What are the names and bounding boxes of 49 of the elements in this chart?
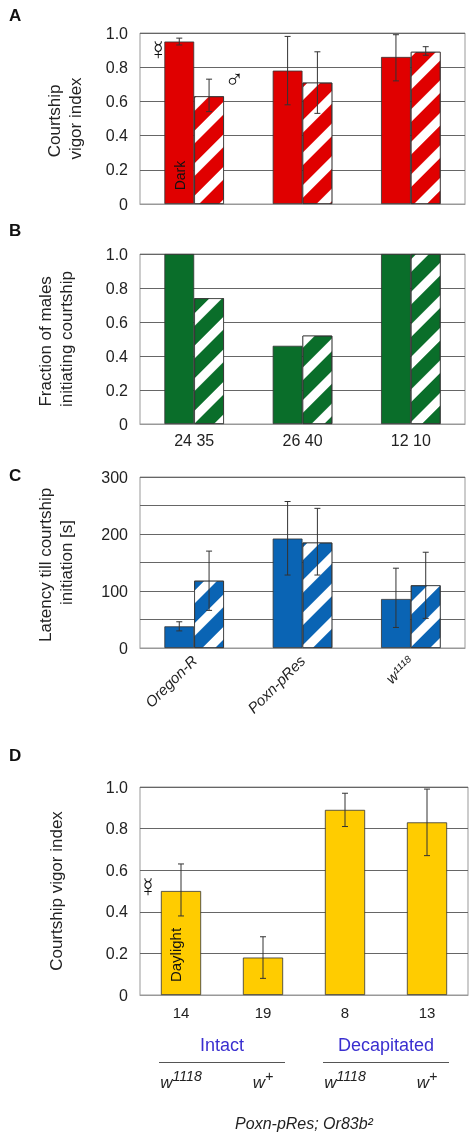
y-tick-label: 1.0: [105, 778, 129, 796]
chart-title: B: [9, 221, 22, 240]
chart-title: A: [9, 6, 22, 25]
y-tick-label: 0.4: [105, 903, 129, 921]
text: 12 10: [390, 431, 431, 449]
chart-title: D: [9, 746, 22, 765]
y-tick-label: 0.2: [105, 161, 129, 179]
annotation: ☿: [138, 871, 158, 902]
y-tick-label: 0.4: [105, 347, 129, 365]
y-tick-label: 100: [101, 582, 129, 600]
y-tick-label: 1.0: [105, 245, 129, 263]
annotation: Dark: [172, 159, 189, 191]
y-tick-label: 0.2: [105, 944, 129, 962]
x-tick-label: 14: [172, 1004, 190, 1021]
text: w$^{1118}$: [160, 1068, 202, 1092]
y-tick-label: 0: [119, 415, 129, 433]
annotation: ♂: [224, 64, 244, 95]
text: w$^{+}$: [416, 1068, 438, 1092]
text: 24 35: [174, 431, 215, 449]
y-tick-label: 0.8: [105, 58, 129, 76]
y-tick-label: 0.8: [105, 820, 129, 838]
y-tick-label: 0.2: [105, 381, 129, 399]
y-axis-title: Latency till courtship initiation [s]: [36, 483, 76, 642]
y-tick-label: 0.6: [105, 92, 129, 110]
x-tick-label: 8: [340, 1004, 350, 1021]
x-tick-label: 13: [418, 1004, 436, 1021]
chart-title: C: [9, 466, 22, 485]
y-tick-label: 1.0: [105, 24, 129, 42]
x-tick-label: 19: [254, 1004, 272, 1021]
text: 26 40: [282, 431, 323, 449]
text: Intact: [199, 1035, 245, 1055]
y-tick-label: 0.8: [105, 279, 129, 297]
text: w$^{+}$: [252, 1068, 274, 1092]
y-tick-label: 0: [119, 639, 129, 657]
y-tick-label: 0.6: [105, 313, 129, 331]
y-tick-label: 0.6: [105, 861, 129, 879]
text: w$^{1118}$: [324, 1068, 366, 1092]
y-axis-title: Courtship vigor index: [45, 76, 85, 160]
y-tick-label: 0.4: [105, 127, 129, 145]
y-tick-label: 200: [101, 525, 129, 543]
y-tick-label: 0: [119, 195, 129, 213]
x-axis-title: Poxn-pRes; Or83b²: [235, 1114, 374, 1132]
annotation: Daylight: [166, 927, 184, 983]
y-tick-label: 300: [101, 468, 129, 486]
y-axis-title: Fraction of males initiating courtship: [36, 270, 76, 408]
y-tick-label: 0: [119, 986, 129, 1004]
y-axis-title: Courtship vigor index: [46, 810, 66, 971]
annotation: ☿: [148, 35, 168, 66]
text: Decapitated: [337, 1035, 435, 1055]
